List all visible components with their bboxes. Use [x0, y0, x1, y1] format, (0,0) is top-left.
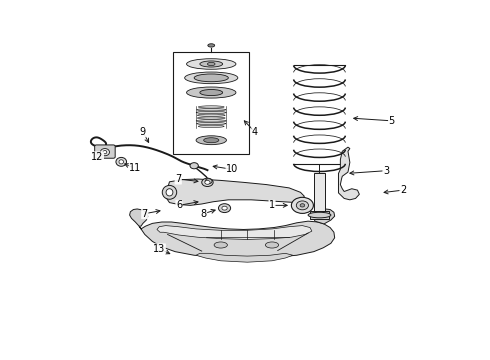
- Polygon shape: [129, 209, 148, 226]
- Ellipse shape: [219, 204, 231, 212]
- Text: 5: 5: [389, 116, 395, 126]
- Ellipse shape: [207, 62, 215, 66]
- Ellipse shape: [166, 189, 173, 196]
- FancyBboxPatch shape: [95, 145, 115, 158]
- Ellipse shape: [200, 61, 222, 67]
- Ellipse shape: [208, 44, 215, 47]
- Polygon shape: [339, 147, 359, 200]
- Bar: [310, 211, 329, 219]
- Text: 13: 13: [153, 244, 165, 254]
- Ellipse shape: [308, 212, 331, 218]
- Ellipse shape: [197, 117, 225, 119]
- Text: 4: 4: [252, 127, 258, 137]
- Ellipse shape: [119, 160, 123, 164]
- Polygon shape: [139, 221, 335, 258]
- Ellipse shape: [198, 106, 224, 108]
- Text: 3: 3: [383, 166, 389, 176]
- Ellipse shape: [214, 242, 227, 248]
- Bar: [173, 51, 249, 154]
- Ellipse shape: [196, 122, 226, 125]
- Ellipse shape: [197, 114, 225, 116]
- Text: 7: 7: [142, 209, 148, 219]
- Ellipse shape: [190, 163, 198, 169]
- Polygon shape: [157, 226, 312, 239]
- Ellipse shape: [198, 125, 224, 127]
- Polygon shape: [166, 179, 304, 205]
- Text: 10: 10: [226, 164, 238, 174]
- Ellipse shape: [116, 157, 126, 166]
- Text: 1: 1: [269, 201, 275, 210]
- Ellipse shape: [292, 197, 314, 213]
- Text: 12: 12: [91, 152, 103, 162]
- Ellipse shape: [162, 185, 177, 199]
- Ellipse shape: [196, 120, 226, 122]
- Ellipse shape: [202, 178, 213, 186]
- Text: 11: 11: [129, 163, 142, 174]
- Ellipse shape: [185, 72, 238, 84]
- Text: 9: 9: [140, 127, 146, 137]
- Text: 2: 2: [400, 185, 406, 195]
- Text: 8: 8: [200, 209, 207, 219]
- Ellipse shape: [196, 136, 226, 145]
- Ellipse shape: [296, 201, 309, 210]
- Ellipse shape: [200, 90, 222, 96]
- Ellipse shape: [196, 111, 226, 114]
- Ellipse shape: [196, 109, 226, 111]
- Ellipse shape: [205, 179, 212, 184]
- Ellipse shape: [194, 74, 228, 82]
- Ellipse shape: [222, 206, 227, 210]
- Text: 7: 7: [175, 174, 181, 184]
- Polygon shape: [314, 209, 335, 224]
- Ellipse shape: [103, 150, 107, 154]
- Bar: [314, 174, 325, 212]
- Ellipse shape: [100, 149, 109, 156]
- Ellipse shape: [300, 204, 305, 207]
- Polygon shape: [196, 253, 293, 262]
- Ellipse shape: [187, 59, 236, 69]
- Ellipse shape: [205, 180, 210, 184]
- Text: 6: 6: [176, 201, 182, 210]
- Ellipse shape: [187, 87, 236, 98]
- Ellipse shape: [204, 138, 219, 143]
- Ellipse shape: [266, 242, 279, 248]
